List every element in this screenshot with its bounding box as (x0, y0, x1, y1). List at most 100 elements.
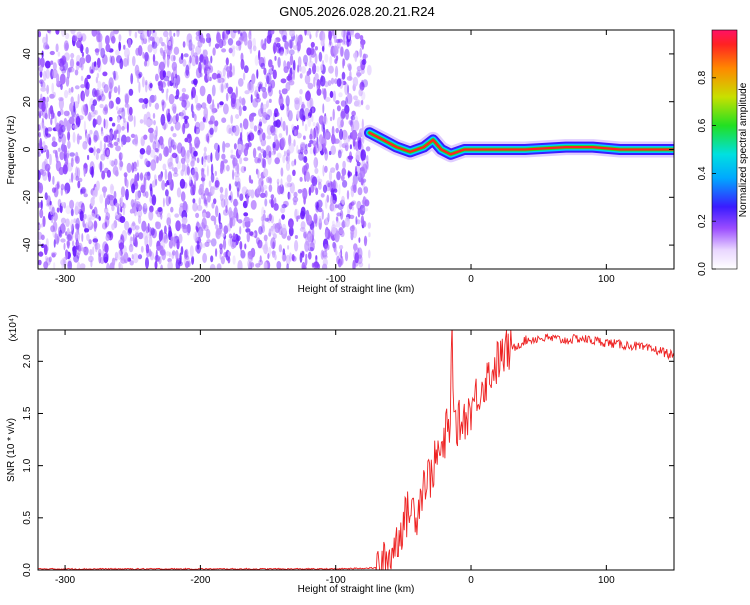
noise-speckle (38, 65, 44, 73)
noise-speckle (165, 251, 170, 257)
noise-speckle (367, 222, 371, 229)
noise-speckle (309, 108, 313, 118)
noise-speckle (288, 218, 294, 229)
noise-speckle (293, 191, 298, 198)
noise-speckle (322, 103, 325, 114)
noise-speckle (52, 62, 57, 71)
noise-speckle (304, 240, 310, 252)
noise-speckle (222, 67, 226, 77)
noise-speckle (293, 200, 297, 206)
noise-speckle (187, 223, 191, 234)
noise-speckle (238, 96, 242, 104)
noise-speckle (45, 69, 50, 79)
noise-speckle (365, 146, 371, 152)
noise-speckle (347, 84, 350, 95)
noise-speckle (355, 150, 362, 161)
noise-speckle (171, 152, 178, 159)
colorbar-ticks: 0.0 0.2 0.4 0.6 0.8 (697, 70, 716, 276)
noise-speckle (40, 81, 43, 88)
noise-speckle (88, 217, 92, 228)
noise-speckle (75, 233, 79, 241)
noise-speckle (66, 240, 71, 247)
noise-speckle (167, 112, 171, 123)
noise-speckle (165, 108, 170, 120)
noise-speckle (303, 231, 307, 239)
noise-speckle (227, 256, 231, 264)
noise-speckle (143, 60, 148, 67)
noise-speckle (113, 70, 116, 80)
noise-speckle (351, 110, 356, 117)
noise-speckle (132, 221, 136, 227)
noise-speckle (109, 117, 113, 122)
noise-speckle (153, 120, 156, 126)
noise-speckle (94, 109, 98, 116)
noise-speckle (173, 55, 176, 62)
noise-speckle (113, 86, 118, 94)
noise-speckle (360, 149, 367, 161)
noise-speckle (332, 90, 336, 103)
noise-speckle (97, 135, 100, 141)
noise-speckle (104, 221, 108, 229)
noise-speckle (309, 241, 315, 252)
noise-speckle (130, 222, 137, 231)
noise-speckle (119, 197, 122, 205)
noise-speckle (324, 131, 330, 139)
noise-speckle (190, 167, 196, 176)
noise-speckle (127, 38, 132, 48)
noise-speckle (358, 254, 363, 263)
noise-speckle (344, 83, 349, 96)
noise-speckle (201, 217, 207, 229)
noise-speckle (43, 261, 49, 269)
noise-speckle (192, 202, 198, 212)
noise-speckle (285, 124, 289, 136)
noise-speckle (348, 35, 351, 40)
noise-speckle (257, 239, 263, 249)
noise-speckle (134, 31, 138, 39)
noise-speckle (360, 99, 364, 106)
noise-speckle (137, 209, 143, 218)
noise-speckle (241, 186, 248, 196)
noise-speckle (342, 58, 345, 69)
noise-speckle (182, 226, 188, 234)
noise-speckle (320, 193, 325, 198)
noise-speckle (75, 241, 80, 247)
noise-speckle (240, 97, 246, 106)
noise-speckle (257, 169, 260, 179)
noise-speckle (336, 78, 342, 87)
noise-speckle (297, 149, 301, 155)
noise-speckle (322, 184, 328, 193)
noise-speckle (195, 102, 202, 111)
noise-speckle (225, 92, 229, 102)
noise-speckle (262, 158, 266, 166)
noise-speckle (285, 95, 290, 107)
noise-speckle (289, 221, 294, 230)
noise-speckle (41, 117, 45, 129)
noise-speckle (224, 64, 229, 71)
noise-speckle (68, 116, 75, 125)
noise-speckle (198, 197, 202, 206)
noise-speckle (144, 158, 149, 166)
noise-speckle (247, 39, 253, 50)
noise-speckle (95, 76, 99, 84)
noise-speckle (106, 149, 110, 156)
noise-speckle (285, 161, 291, 172)
noise-speckle (159, 173, 163, 180)
noise-speckle (184, 249, 188, 260)
noise-speckle (90, 103, 95, 112)
noise-speckle (158, 36, 163, 44)
noise-speckle (346, 93, 353, 105)
noise-speckle (71, 34, 78, 42)
y-tick-label: 1.0 (22, 458, 33, 472)
noise-speckle (194, 94, 198, 105)
noise-speckle (216, 77, 223, 84)
noise-speckle (48, 30, 52, 35)
noise-speckle (76, 167, 81, 179)
noise-speckle (94, 65, 99, 71)
noise-speckle (221, 48, 227, 53)
noise-speckle (199, 241, 203, 250)
noise-speckle (297, 215, 301, 220)
noise-speckle (164, 44, 167, 52)
noise-speckle (147, 44, 153, 53)
noise-speckle (208, 120, 214, 125)
noise-speckle (154, 148, 159, 153)
